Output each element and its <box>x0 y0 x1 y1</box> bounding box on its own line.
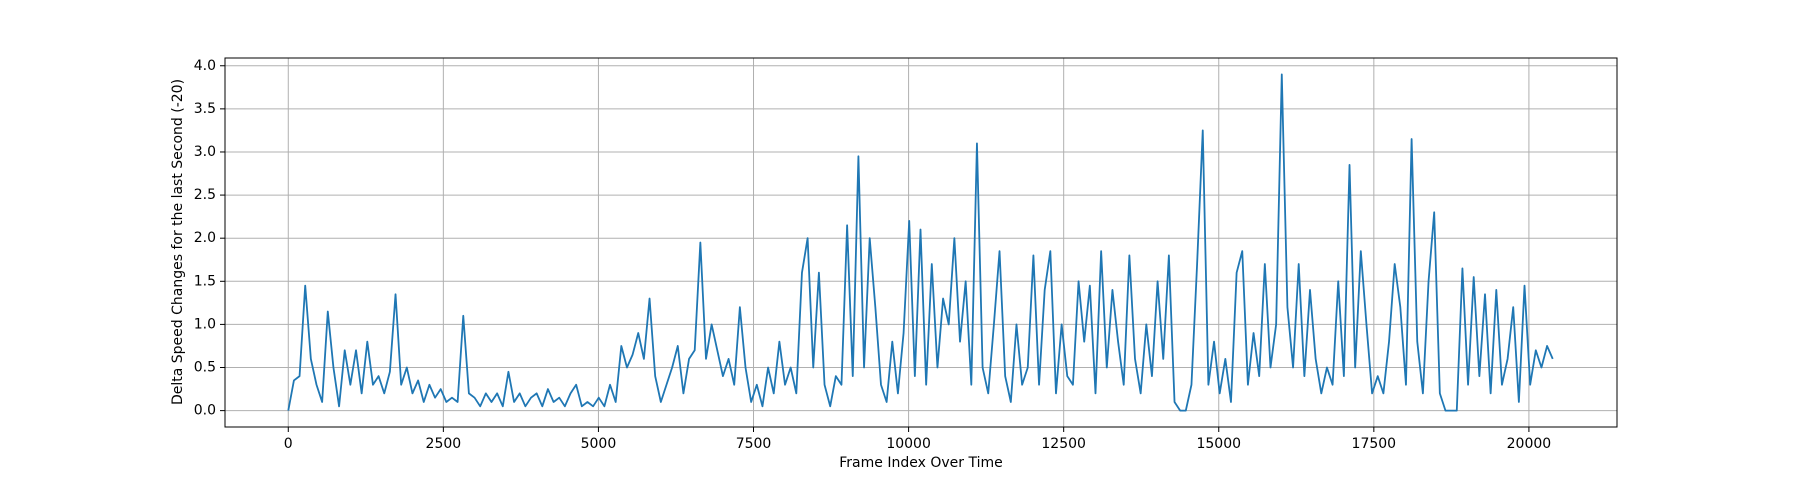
y-tick-label: 1.5 <box>194 273 216 289</box>
x-axis-label: Frame Index Over Time <box>839 455 1002 471</box>
x-tick-label: 2500 <box>426 436 462 452</box>
x-tick-label: 0 <box>284 436 293 452</box>
y-tick-label: 2.0 <box>194 230 216 246</box>
x-tick-label: 17500 <box>1352 436 1397 452</box>
y-tick-label: 3.5 <box>194 101 216 117</box>
y-tick-label: 0.5 <box>194 360 216 376</box>
y-tick-label: 0.0 <box>194 403 216 419</box>
plot-frame <box>224 57 1618 428</box>
x-tick-label: 10000 <box>886 436 931 452</box>
x-tick-label: 15000 <box>1196 436 1241 452</box>
y-tick-label: 2.5 <box>194 187 216 203</box>
y-tick-label: 4.0 <box>194 58 216 74</box>
x-tick-label: 5000 <box>581 436 617 452</box>
data-line <box>287 73 1554 412</box>
x-tick-label: 20000 <box>1507 436 1552 452</box>
y-tick-label: 3.0 <box>194 144 216 160</box>
y-axis-label: Delta Speed Changes for the last Second … <box>170 79 186 405</box>
x-tick-label: 7500 <box>736 436 772 452</box>
x-tick-label: 12500 <box>1041 436 1086 452</box>
y-tick-label: 1.0 <box>194 316 216 332</box>
